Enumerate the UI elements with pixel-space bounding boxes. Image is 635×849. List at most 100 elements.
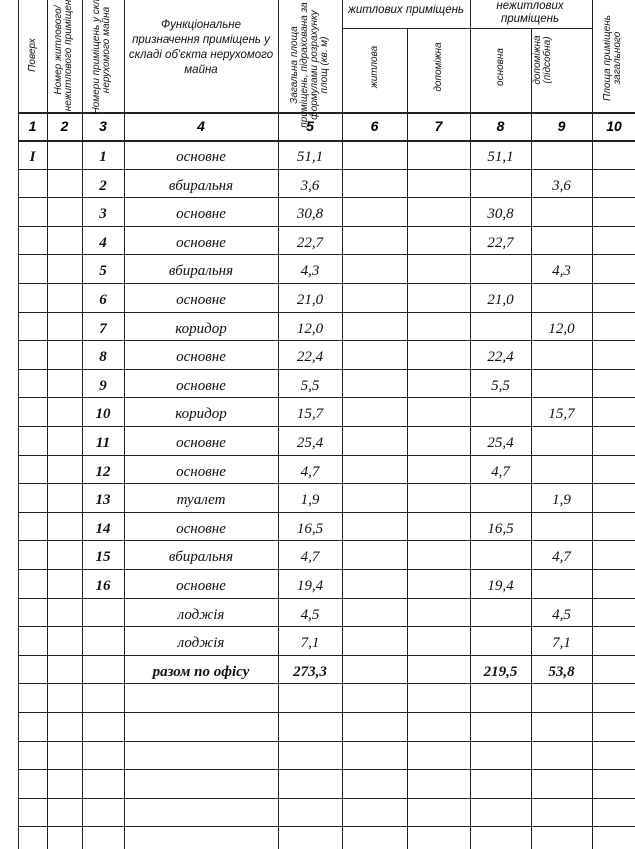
grid-line — [18, 598, 635, 599]
header-auxiliary: допоміжна — [433, 42, 444, 92]
main-area-cell: 4,7 — [491, 464, 510, 480]
main-area-cell: 51,1 — [487, 149, 514, 165]
grid-line — [18, 426, 635, 427]
aux-area-cell — [531, 342, 592, 370]
grid-line — [18, 626, 635, 627]
room-number-cell: 12 — [95, 464, 111, 480]
grid-line — [18, 769, 635, 770]
aux-area-cell — [531, 199, 592, 227]
floor-cell — [18, 628, 47, 656]
floor-cell — [18, 600, 47, 628]
grid-line — [342, 28, 592, 29]
main-area-cell: 22,7 — [487, 235, 514, 251]
floor-cell — [18, 457, 47, 485]
main-area-cell: 25,4 — [487, 435, 514, 451]
grid-line — [18, 569, 635, 570]
total-area-cell: 21,0 — [296, 292, 324, 308]
main-area-cell — [470, 542, 531, 570]
main-area-cell — [470, 399, 531, 427]
grid-line — [18, 540, 635, 541]
purpose-cell: основне — [176, 435, 226, 451]
header-residential: житлових приміщень — [348, 4, 464, 16]
grid-line — [18, 0, 19, 849]
grid-line — [47, 0, 48, 849]
aux-area-cell — [531, 142, 592, 170]
aux-area-cell: 12,0 — [548, 321, 575, 337]
floor-cell — [18, 285, 47, 313]
floor-cell — [18, 199, 47, 227]
room-number-cell: 1 — [99, 149, 107, 165]
room-number-cell — [82, 600, 124, 628]
grid-line — [18, 369, 635, 370]
purpose-cell: основне — [176, 149, 226, 165]
floor-cell — [18, 485, 47, 513]
grid-line — [18, 483, 635, 484]
room-number-cell — [82, 628, 124, 656]
header-common-area: Площа приміщень загального — [602, 15, 623, 101]
purpose-cell: основне — [176, 349, 226, 365]
aux-area-cell: 15,7 — [548, 406, 575, 422]
column-number: 10 — [606, 118, 622, 134]
main-area-cell — [470, 600, 531, 628]
room-number-cell: 7 — [99, 321, 107, 337]
main-area-cell: 21,0 — [487, 292, 514, 308]
grid-line — [18, 741, 635, 742]
grid-line — [470, 0, 471, 849]
floor-cell — [18, 171, 47, 199]
main-area-cell — [470, 171, 531, 199]
column-number: 1 — [28, 118, 37, 134]
grid-line — [18, 312, 635, 313]
floor-cell — [18, 514, 47, 542]
main-area-cell — [470, 256, 531, 284]
grid-line — [124, 0, 125, 849]
purpose-cell: основне — [176, 578, 226, 594]
floor-cell — [18, 571, 47, 599]
aux-area-cell — [531, 514, 592, 542]
grid-line — [18, 340, 635, 341]
aux-area-cell: 4,5 — [552, 607, 571, 623]
total-area-cell: 16,5 — [296, 521, 324, 537]
grid-line — [82, 0, 83, 849]
total-area-cell: 51,1 — [296, 149, 324, 165]
aux-area-cell — [531, 371, 592, 399]
room-number-cell: 5 — [99, 263, 107, 279]
grid-line — [18, 512, 635, 513]
purpose-cell: вбиральня — [168, 178, 234, 194]
grid-line — [18, 283, 635, 284]
floor-cell — [18, 371, 47, 399]
main-area-cell — [470, 485, 531, 513]
aux-area-cell: 4,3 — [552, 263, 571, 279]
grid-line — [342, 0, 343, 849]
grid-line — [18, 826, 635, 827]
grid-line — [18, 397, 635, 398]
purpose-cell: основне — [176, 292, 226, 308]
total-area-cell: 12,0 — [296, 321, 324, 337]
main-area-cell: 30,8 — [487, 206, 514, 222]
purpose-cell: лоджія — [177, 635, 225, 651]
grid-line — [278, 0, 279, 849]
main-area-cell — [470, 628, 531, 656]
column-number: 8 — [496, 118, 505, 134]
grid-line — [18, 197, 635, 198]
grid-line — [18, 655, 635, 656]
purpose-cell: коридор — [175, 406, 227, 422]
column-number: 2 — [60, 118, 69, 134]
floor-cell — [18, 256, 47, 284]
aux-area-cell — [531, 228, 592, 256]
room-number-cell: 15 — [95, 549, 111, 565]
total-area-cell: 30,8 — [296, 206, 324, 222]
aux-area-cell: 4,7 — [552, 549, 571, 565]
aux-area-cell — [531, 457, 592, 485]
column-number: 6 — [370, 118, 379, 134]
header-main: основна — [495, 48, 506, 86]
total-area-cell: 5,5 — [300, 378, 320, 394]
total-area-cell: 3,6 — [300, 178, 320, 194]
floor-cell — [18, 314, 47, 342]
total-area-cell: 19,4 — [296, 578, 324, 594]
room-number-cell: 8 — [99, 349, 107, 365]
grid-line — [18, 798, 635, 799]
total-sum: 273,3 — [293, 664, 327, 680]
room-number-cell: 14 — [95, 521, 111, 537]
total-area-cell: 4,7 — [300, 549, 320, 565]
room-number-cell: 13 — [95, 492, 111, 508]
